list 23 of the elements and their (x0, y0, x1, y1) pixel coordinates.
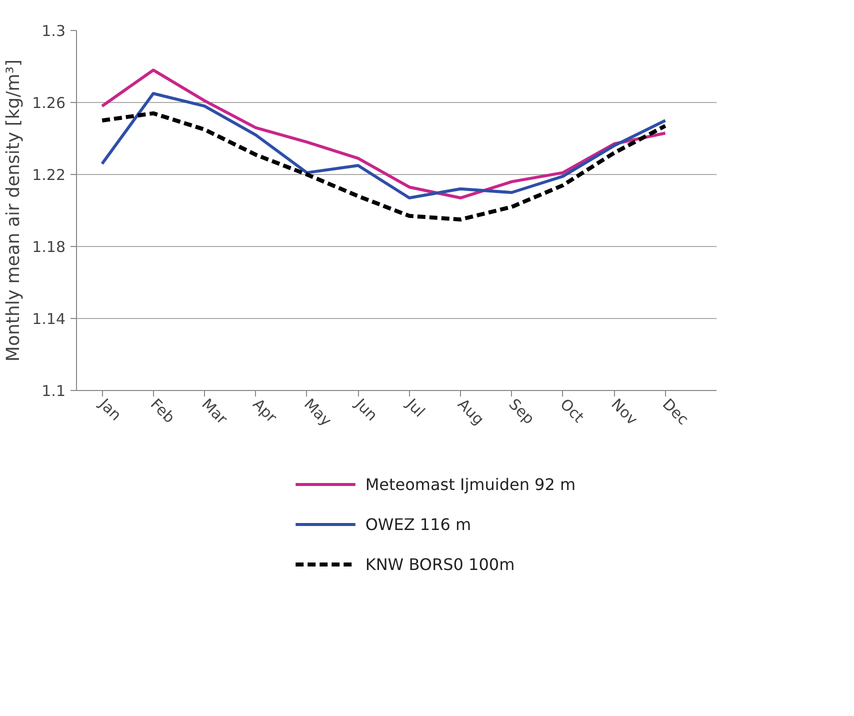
x-tick-label: Sep (505, 395, 538, 428)
y-tick-label: 1.26 (32, 94, 66, 112)
x-tick-label: Jul (402, 394, 428, 421)
line-series (100, 92, 667, 200)
line-series (100, 68, 667, 200)
x-tick-label: Jun (351, 394, 382, 424)
legend-label: Meteomast Ijmuiden 92 m (365, 475, 576, 494)
y-tick-label: 1.14 (32, 310, 66, 328)
x-tick-label: Oct (556, 395, 588, 426)
legend-label: KNW BORS0 100m (365, 555, 515, 574)
x-tick-label: Mar (198, 395, 232, 428)
x-tick-label: Jan (95, 394, 125, 424)
y-tick-label: 1.1 (42, 382, 66, 400)
line-series (100, 111, 668, 222)
legend-label: OWEZ 116 m (365, 515, 472, 534)
y-tick-label: 1.3 (42, 22, 66, 40)
y-tick-label: 1.18 (32, 238, 66, 256)
y-tick-label: 1.22 (32, 166, 66, 184)
x-tick-label: Aug (454, 395, 488, 429)
x-tick-label: Apr (249, 395, 281, 427)
y-axis-title: Monthly mean air density [kg/m³] (3, 59, 24, 362)
x-tick-label: Feb (146, 395, 178, 427)
x-tick-label: Nov (608, 395, 642, 429)
